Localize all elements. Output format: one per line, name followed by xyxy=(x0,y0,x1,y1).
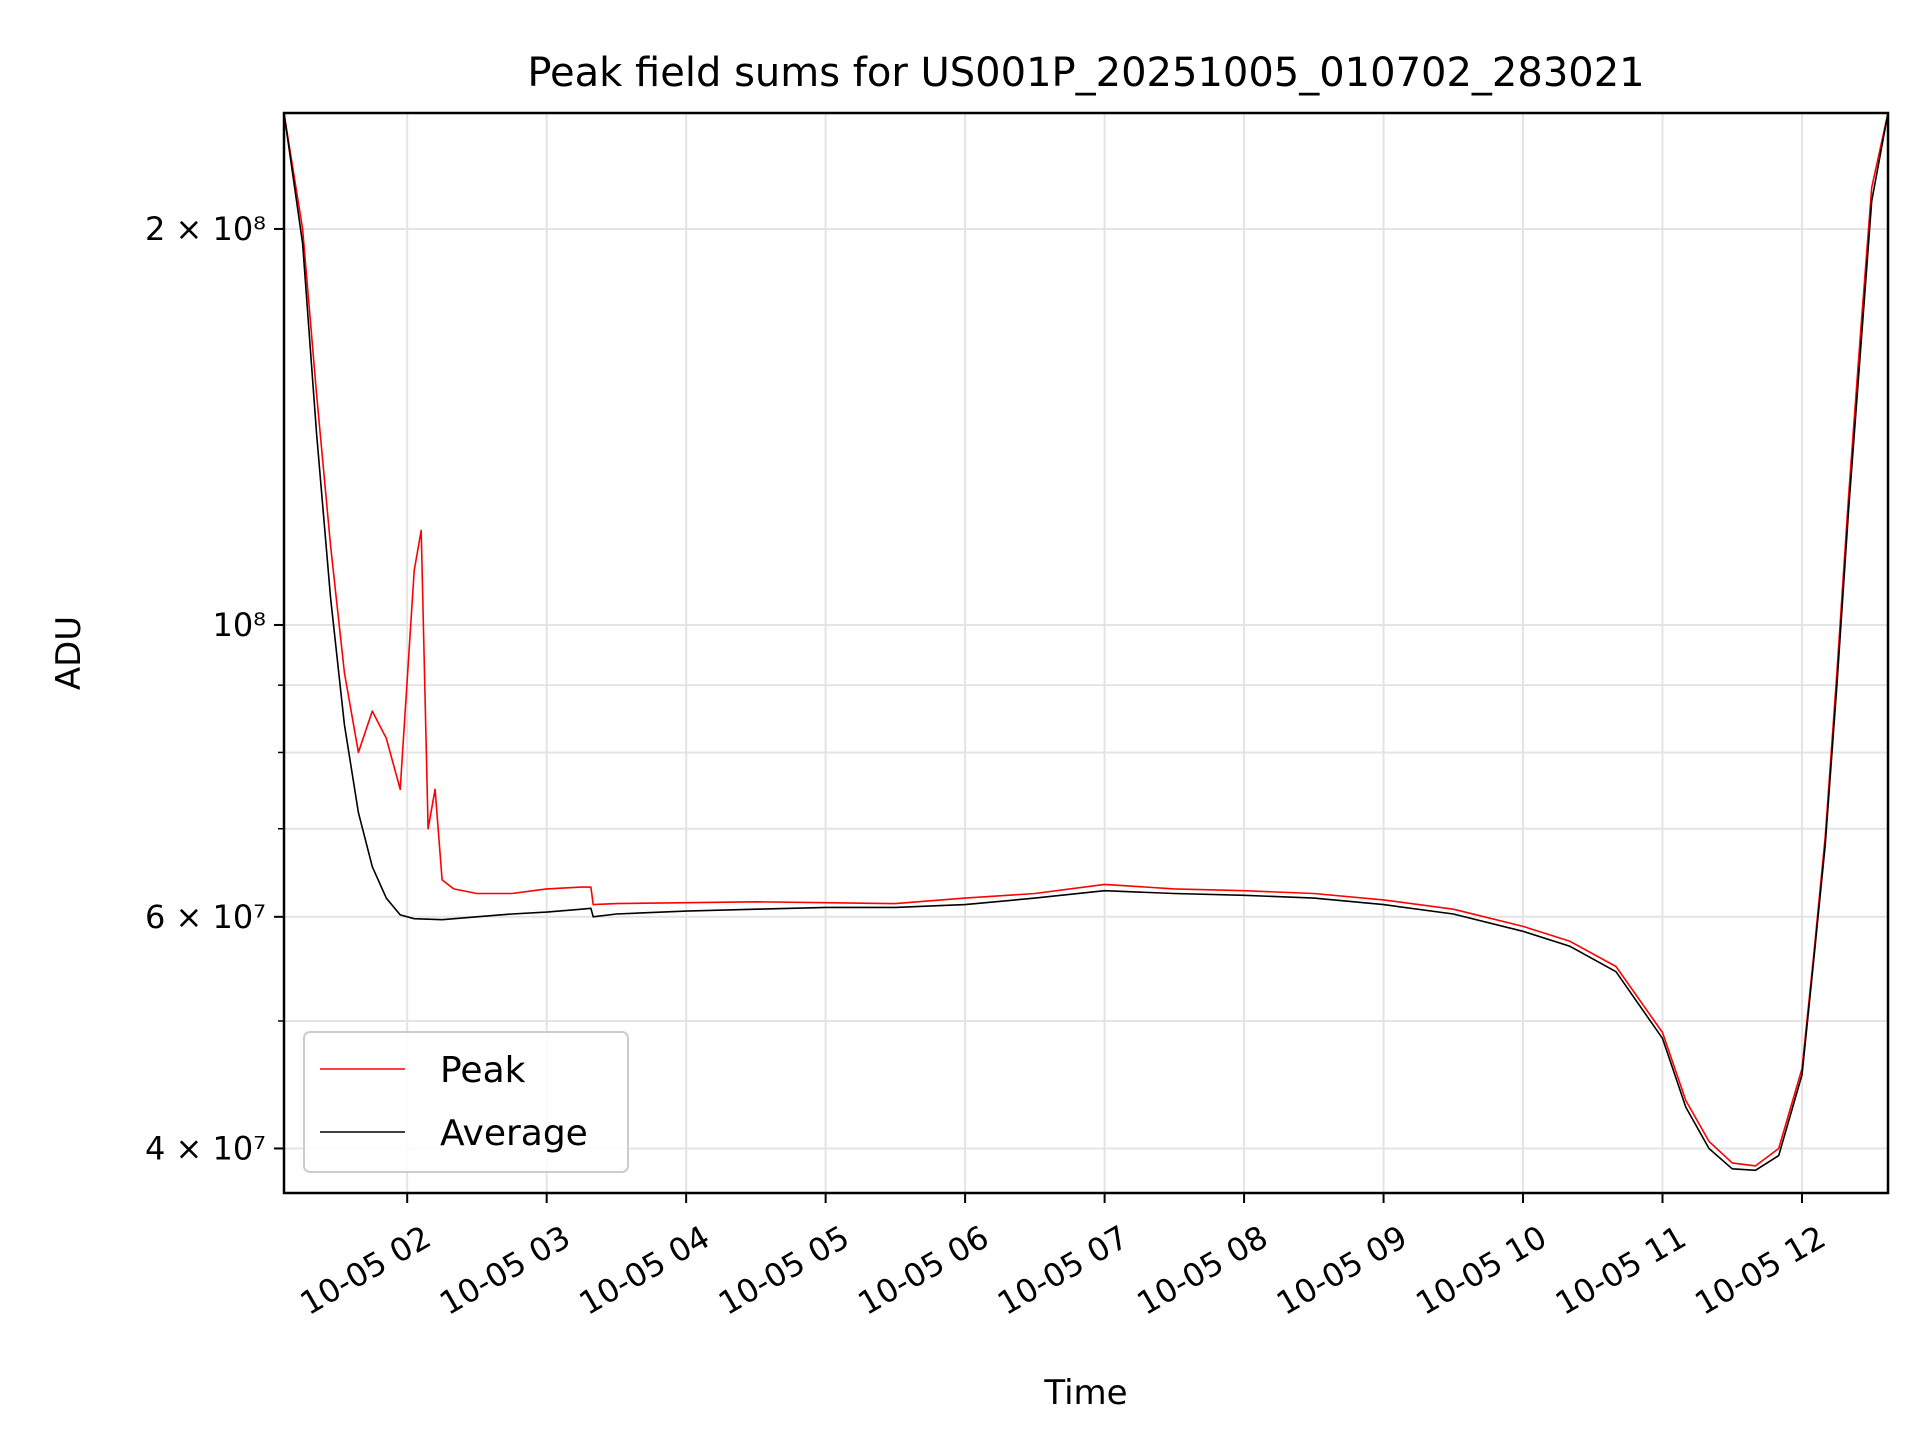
x-axis-label: Time xyxy=(1043,1373,1127,1413)
y-tick-label-6-10: 6 × 10⁷ xyxy=(145,898,266,936)
chart-title: Peak field sums for US001P_20251005_0107… xyxy=(527,50,1644,96)
y-tick-label-2-10: 2 × 10⁸ xyxy=(145,210,266,248)
series-group xyxy=(284,113,1888,1172)
y-axis-label: ADU xyxy=(49,616,89,690)
legend: Peak Average xyxy=(303,1031,629,1173)
legend-label-peak: Peak xyxy=(440,1050,526,1091)
y-axis: 4 × 10⁷ 6 × 10⁷ 10⁸ 2 × 10⁸ xyxy=(145,210,284,1167)
legend-box xyxy=(303,1031,629,1173)
series-line-peak xyxy=(284,113,1888,1167)
y-tick-label-4-10: 4 × 10⁷ xyxy=(145,1129,266,1167)
y-tick-label-10: 10⁸ xyxy=(212,606,266,644)
series-line-average xyxy=(284,113,1888,1172)
legend-label-average: Average xyxy=(440,1113,588,1154)
plot-frame xyxy=(282,111,1890,1195)
